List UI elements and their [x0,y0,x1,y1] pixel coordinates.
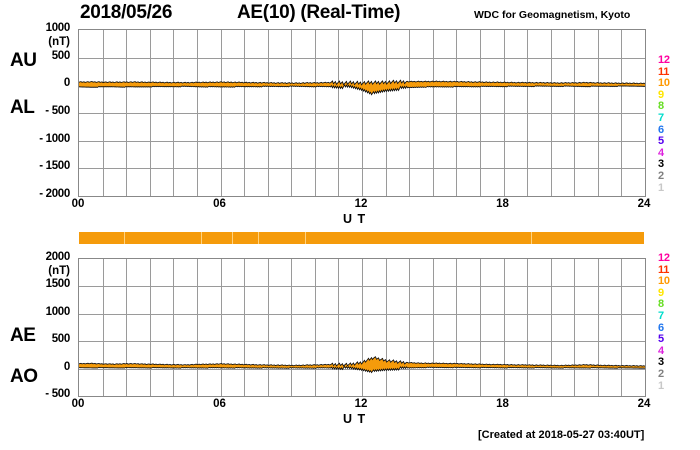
x-tick-label: 24 [637,198,651,210]
availability-segment-divider [531,232,532,244]
x-tick-label: 06 [213,198,226,210]
legend-item-4: 4 [658,146,664,159]
y-tick-label: 2000 [45,251,71,263]
x-tick-label: 18 [496,398,509,410]
y-tick-label: - 2000 [39,188,70,200]
legend-item-3: 3 [658,356,664,369]
color-scale-legend-top: 12 11 10 9 8 7 6 5 4 3 2 1 [658,54,684,194]
availability-segment-divider [232,232,233,244]
y-axis-unit-bottom: (nT) [48,265,70,277]
legend-item-6: 6 [658,123,664,136]
availability-segment-divider [201,232,203,244]
y-tick-label: - 500 [45,105,70,117]
legend-item-11: 11 [658,65,670,78]
legend-item-11: 11 [658,263,670,276]
creation-timestamp: [Created at 2018-05-27 03:40UT] [478,429,645,441]
legend-item-7: 7 [658,111,664,124]
series-label-ao: AO [10,366,38,387]
legend-item-10: 10 [658,77,670,90]
legend-item-9: 9 [658,88,664,101]
x-tick-label: 00 [71,398,85,410]
legend-item-5: 5 [658,135,664,148]
x-tick-label: 06 [213,398,226,410]
legend-item-2: 2 [658,367,664,380]
trace-fill-au-al [79,80,645,95]
trace-au-al [79,30,645,196]
y-tick-label: 0 [63,360,70,373]
legend-item-8: 8 [658,100,664,113]
data-source-credit: WDC for Geomagnetism, Kyoto [474,9,631,21]
legend-item-1: 1 [658,181,664,194]
y-tick-label: - 500 [45,388,70,400]
trace-outline-al [79,85,645,95]
series-label-au: AU [10,50,37,71]
trace-outline-au [79,80,645,85]
x-tick-label: 00 [71,198,85,210]
trace-outline-ae [79,357,645,367]
station-availability-bar [79,232,644,244]
y-tick-label: 0 [63,77,70,90]
x-tick-label: 12 [354,198,368,210]
y-tick-label: 1000 [45,22,71,34]
legend-item-3: 3 [658,158,664,171]
legend-item-8: 8 [658,298,664,311]
chart-panel-ae-ao [78,258,646,397]
y-tick-label: - 1500 [39,160,70,173]
legend-item-10: 10 [658,275,670,288]
y-tick-label: 500 [51,333,71,346]
y-tick-label: 1000 [45,305,71,318]
y-axis-unit-top: (nT) [48,36,70,48]
trace-fill-ae-ao [79,356,645,373]
page-title: AE(10) (Real-Time) [237,2,401,23]
plot-date: 2018/05/26 [80,2,173,23]
legend-item-12: 12 [658,252,670,264]
chart-panel-au-al [78,29,646,197]
series-label-ae: AE [10,325,36,346]
legend-item-9: 9 [658,286,664,299]
x-tick-label: 24 [637,398,651,410]
y-tick-label: - 1000 [39,132,70,145]
legend-item-5: 5 [658,333,664,346]
x-tick-label: 18 [496,198,509,210]
legend-item-2: 2 [658,169,664,182]
availability-segment-divider [305,232,306,244]
trace-ae-ao [79,259,645,396]
x-axis-label-top: U T [343,212,367,226]
legend-item-6: 6 [658,321,664,334]
legend-item-7: 7 [658,309,664,322]
legend-item-1: 1 [658,379,664,392]
availability-segment-divider [123,232,125,244]
y-tick-label: 500 [51,49,71,62]
legend-item-4: 4 [658,344,664,357]
series-label-al: AL [10,97,35,118]
trace-outline-ao [79,367,645,373]
x-tick-label: 12 [354,398,368,410]
color-scale-legend-bottom: 12 11 10 9 8 7 6 5 4 3 2 1 [658,252,684,392]
legend-item-12: 12 [658,54,670,66]
x-axis-label-bottom: U T [343,412,367,426]
availability-segment-divider [257,232,259,244]
y-tick-label: 1500 [45,278,71,291]
